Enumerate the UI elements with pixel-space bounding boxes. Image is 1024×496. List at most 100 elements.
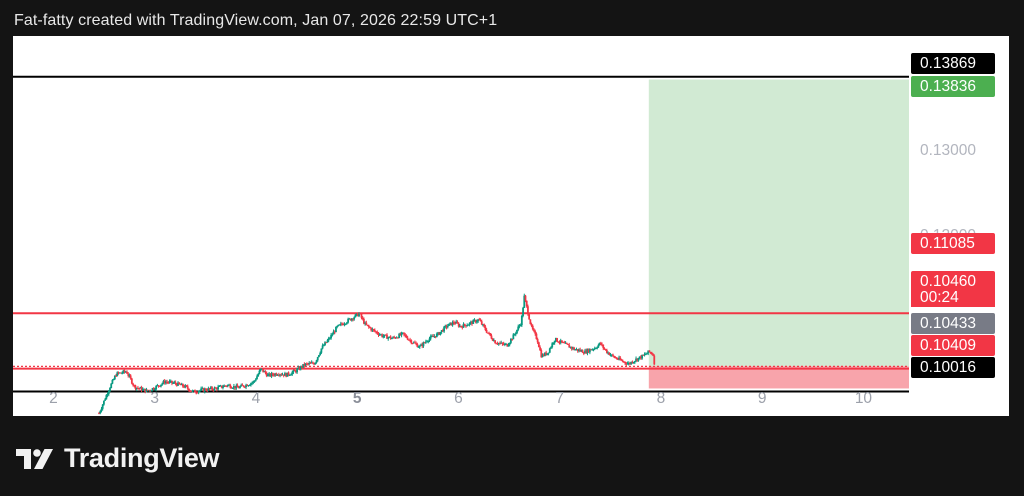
candle-body [101,404,104,409]
candle-body [291,372,294,375]
candle-body [401,332,404,334]
chart-plot[interactable] [13,36,1009,416]
candle-body [157,385,160,387]
candle-body [123,370,126,372]
candle-body [500,342,503,344]
candle-body [561,340,563,343]
candle-body [414,342,416,344]
candle-body [118,372,121,374]
candle-body [650,352,653,355]
candle-body [117,372,120,374]
candle-body [342,324,345,326]
price-label: 0.11085 [911,233,995,254]
candle-body [206,390,209,392]
candle-body [565,342,568,345]
candle-body [121,372,124,374]
candle-body [236,385,239,388]
candle-body [484,326,487,330]
candle-body [202,388,205,392]
candle-body [616,358,619,360]
candle-body [551,343,554,348]
candle-body [618,357,620,360]
candle-body [189,390,192,392]
candle-body [548,348,551,353]
x-tick-label: 8 [656,390,666,407]
candle-body [135,387,138,390]
candle-body [431,336,433,338]
candle-body [305,363,308,365]
candle-body [141,389,144,391]
candle-body [579,349,582,352]
x-tick-label: 4 [251,390,261,407]
candle-body [472,320,475,324]
candle-body [384,334,387,336]
candle-body [444,325,447,327]
candle-body [536,339,539,343]
candle-body [574,349,577,351]
candle-body [257,374,260,377]
candle-body [452,322,455,324]
candle-body [432,336,435,338]
candle-body [460,325,463,327]
candle-body [375,331,377,333]
candle-body [422,342,425,347]
candle-body [264,371,267,374]
candle-body [290,374,292,376]
candle-body [485,329,488,333]
candle-body [576,349,579,352]
candle-body [424,341,427,343]
candle-body [418,345,421,347]
candle-body [614,357,617,359]
candle-body [550,347,552,349]
candle-body [213,387,216,391]
candle-body [630,361,633,364]
candle-body [299,366,302,370]
candle-body [258,370,261,375]
candle-body [253,380,256,382]
candle-body [277,374,280,376]
candle-body [328,338,331,340]
candle-body [106,394,109,396]
candle-body [201,388,204,390]
tradingview-logo[interactable]: TradingView [16,443,220,474]
candle-body [140,387,143,391]
candle-body [400,332,403,336]
candle-body [256,376,258,380]
candle-body [499,343,501,345]
candle-body [288,374,291,376]
candle-body [593,348,596,350]
candle-body [233,385,235,388]
candle-body [603,348,606,350]
candle-body [301,366,303,368]
candle-body [207,388,210,391]
candle-body [598,342,601,345]
candle-body [184,385,187,388]
candle-body [344,323,347,325]
candle-body [588,349,591,353]
candle-body [383,334,386,337]
candle-body [338,324,341,326]
candle-body [146,389,149,391]
candle-body [454,323,456,325]
candle-body [390,338,393,340]
candle-body [192,390,195,392]
candle-body [649,352,652,354]
candle-body [631,361,634,364]
candle-body [331,334,334,336]
candle-body [282,374,285,376]
candle-body [326,340,329,343]
candle-body [489,333,492,336]
candle-body [586,349,589,354]
candle-body [523,295,526,308]
candle-body [445,325,448,328]
candle-body [132,383,134,386]
candle-body [529,319,532,324]
candle-body [535,333,538,340]
candle-body [113,375,116,380]
candle-body [475,321,478,323]
candle-body [417,346,420,348]
candle-body [181,383,184,387]
candle-body [557,341,560,343]
candle-body [647,350,650,354]
